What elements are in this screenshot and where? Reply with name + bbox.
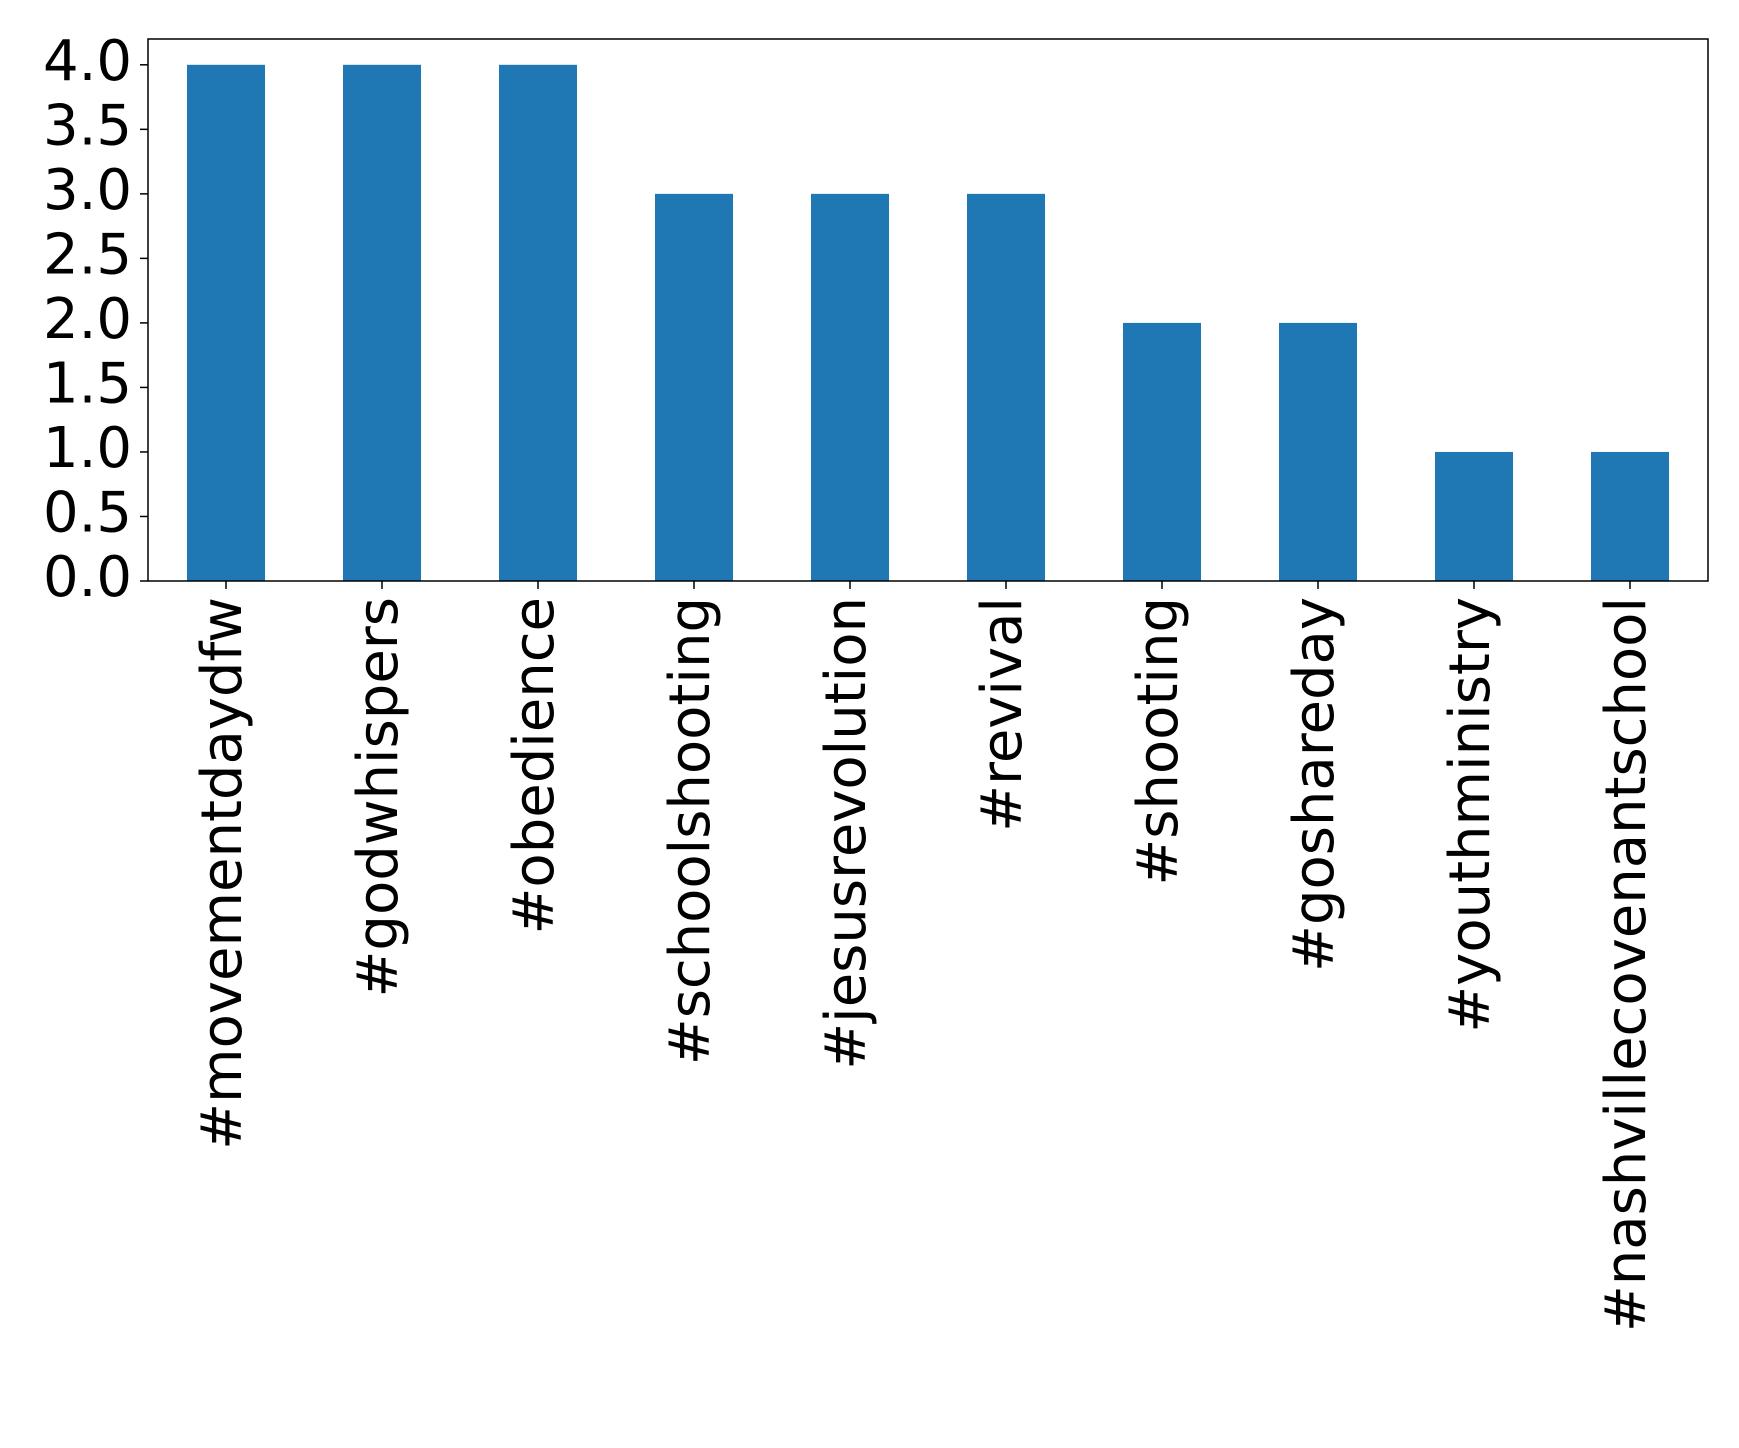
y-tick-label: 1.5 [43,352,132,417]
bar [811,193,889,581]
bar [1591,451,1669,581]
y-tick-label: 2.0 [43,287,132,352]
y-tick-label: 0.0 [43,545,132,610]
x-tick-label: #schoolshooting [658,597,723,1065]
x-tick-label: #jesusrevolution [814,597,879,1070]
axes-frame [147,38,1709,582]
bar [343,64,421,582]
bar [967,193,1045,581]
x-tick-label: #nashvillecovenantschool [1594,597,1659,1332]
y-tick-label: 3.5 [43,93,132,158]
bar [1123,322,1201,581]
y-tick-label: 0.5 [43,481,132,546]
x-tick-label: #goshareday [1282,597,1347,972]
y-tick-label: 1.0 [43,416,132,481]
x-tick-label: #obedience [502,597,567,934]
y-tick-label: 2.5 [43,223,132,288]
x-tick-label: #shooting [1126,597,1191,886]
x-tick-label: #movementdaydfw [190,597,255,1150]
bar [187,64,265,582]
x-tick-label: #revival [970,597,1035,832]
x-tick-label: #youthministry [1438,597,1503,1033]
bar [499,64,577,582]
y-tick-label: 3.0 [43,158,132,223]
y-tick-label: 4.0 [43,29,132,94]
bar [655,193,733,581]
x-tick-label: #godwhispers [346,597,411,998]
bar [1279,322,1357,581]
bar [1435,451,1513,581]
